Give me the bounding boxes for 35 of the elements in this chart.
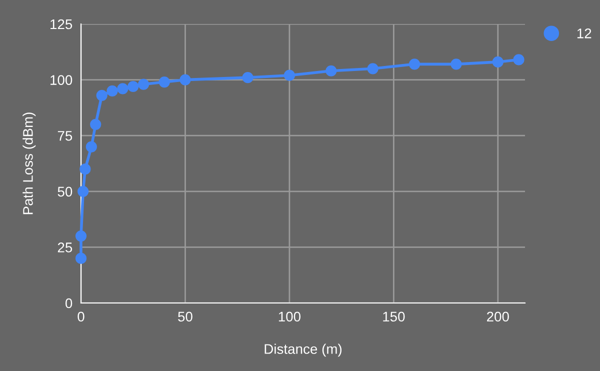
y-tick-label: 25 — [58, 242, 72, 252]
x-tick-label: 150 — [383, 312, 405, 322]
point — [128, 80, 139, 92]
y-tick-label: 75 — [58, 131, 72, 141]
legend-label: 12 — [577, 28, 592, 38]
x-tick-label: 100 — [278, 312, 300, 322]
point — [158, 76, 170, 88]
point — [492, 56, 504, 68]
point — [138, 78, 150, 90]
y-axis-title: Path Loss (dBm) — [22, 112, 36, 214]
point — [75, 252, 87, 264]
point — [86, 141, 97, 152]
point — [513, 54, 524, 66]
point — [284, 70, 296, 81]
point — [106, 85, 118, 97]
point — [242, 72, 254, 84]
y-tick-label: 50 — [58, 186, 72, 197]
point — [408, 58, 420, 70]
point — [96, 90, 108, 101]
point — [326, 65, 337, 76]
y-tick-label: 100 — [50, 75, 72, 85]
y-tick-label: 125 — [50, 19, 72, 30]
x-tick-label: 200 — [487, 312, 509, 322]
x-tick-label: 0 — [78, 312, 84, 322]
point — [450, 58, 462, 70]
point — [80, 164, 91, 175]
y-tick-label: 0 — [65, 298, 72, 308]
x-axis-title: Distance (m) — [264, 344, 342, 357]
point — [75, 230, 87, 242]
point — [117, 83, 128, 94]
point — [78, 186, 89, 197]
point — [180, 74, 191, 86]
x-tick-label: 50 — [178, 312, 192, 322]
point — [90, 118, 102, 130]
point — [367, 63, 378, 74]
